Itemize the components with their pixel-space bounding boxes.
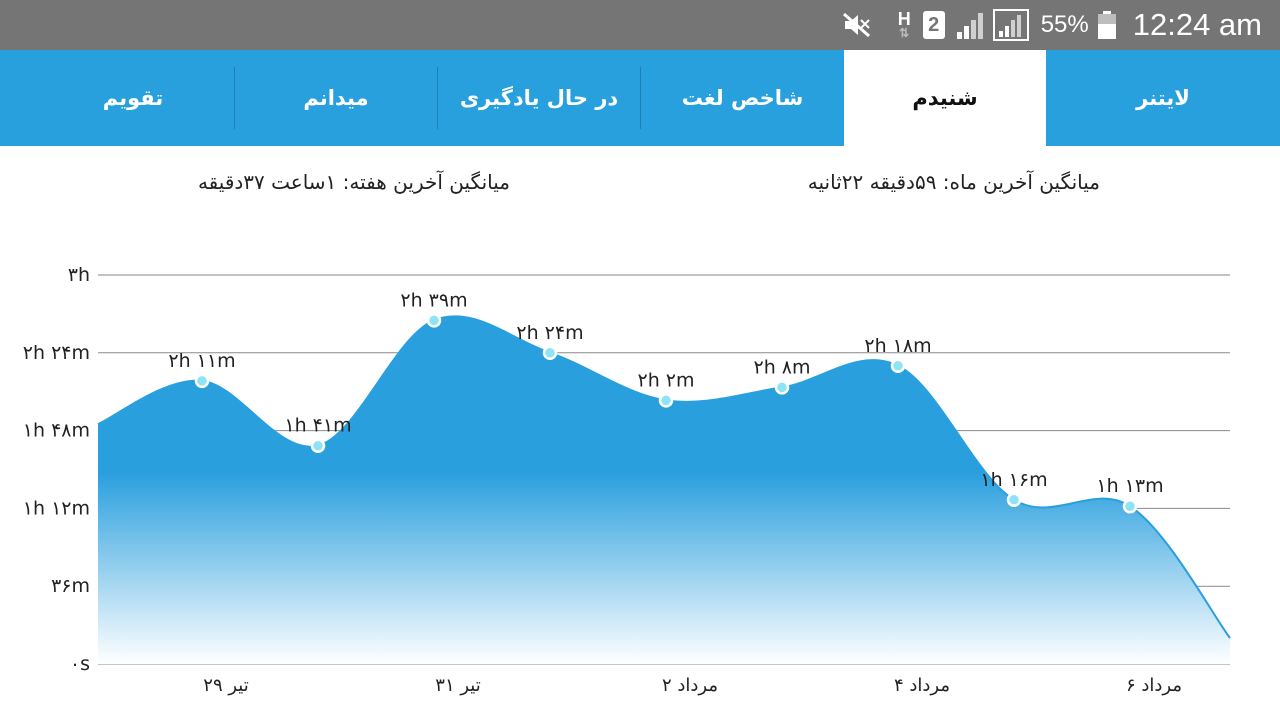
tab-learning[interactable]: در حال یادگیری [438,50,640,146]
data-label: ۱h ۱۳m [1096,475,1163,497]
tab-divider [640,67,641,129]
tab-bar: لایتنر شنیدم شاخص لغت در حال یادگیری مید… [0,50,1280,146]
data-point [1122,498,1138,514]
x-tick-label: ۶ مرداد [1126,675,1182,696]
mute-icon [842,12,872,38]
tab-leitner[interactable]: لایتنر [1046,50,1280,146]
tab-divider [437,67,438,129]
sim-slot-label: 2 [922,11,945,39]
y-tick-label: ۱h ۱۲m [23,497,90,519]
listening-time-chart: ۰s ۳۶m ۱h ۱۲m ۱h ۴۸m ۲h ۲۴m ۳h ۲۹ تیر ۳۱ تیر ۲ … [23,264,1231,696]
y-tick-label: ۰s [70,653,90,675]
data-point [1006,492,1022,508]
y-tick-label: ۱h ۴۸m [23,420,90,442]
data-label: ۲h ۱۸m [864,335,931,357]
area-fill [98,316,1230,664]
data-point [310,438,326,453]
x-tick-label: ۴ مرداد [894,675,950,696]
tab-calendar[interactable]: تقویم [32,50,234,146]
tab-heard[interactable]: شنیدم [844,50,1046,146]
tab-label: میدانم [303,86,369,110]
data-label: ۲h ۳۹m [400,289,467,311]
data-points: ۲h ۱۱m ۱h ۴۱m ۲h ۳۹m ۲h ۲۴m ۲h ۲m ۲h ۸m ۲h ۱۸m… [168,289,1164,514]
x-tick-label: ۲ مرداد [662,675,718,696]
tab-known[interactable]: میدانم [235,50,437,146]
y-axis-labels: ۰s ۳۶m ۱h ۱۲m ۱h ۴۸m ۲h ۲۴m ۳h [23,264,90,675]
data-label: ۲h ۲۴m [516,322,583,344]
x-tick-label: ۲۹ تیر [203,675,248,696]
tab-label: شنیدم [912,86,978,110]
network-type-label: H [897,9,911,29]
data-point [890,358,906,374]
signal-icon [955,10,989,40]
status-bar: H ⇅ 2 55% [0,0,1280,50]
tab-label: در حال یادگیری [459,86,619,110]
data-label: ۱h ۱۶m [980,469,1047,491]
month-average: میانگین آخرین ماه: ۵۹دقیقه ۲۲ثانیه [808,170,1100,194]
y-tick-label: ۳۶m [51,575,90,597]
battery-percent: 55% [1040,11,1089,38]
data-point [194,373,210,389]
sim-2-icon: 2 [922,11,945,39]
tab-divider [234,67,235,129]
status-icons: H ⇅ 2 55% [828,0,1262,50]
month-average-label: میانگین آخرین ماه: [942,170,1100,194]
data-point [774,380,790,395]
week-average-value: ۱ساعت ۳۷دقیقه [197,170,337,194]
data-label: ۲h ۲m [638,369,695,391]
data-label: ۲h ۸m [754,356,811,378]
tab-label: تقویم [102,86,164,110]
data-point [542,345,558,361]
battery-icon [1097,10,1117,40]
tab-label: لایتنر [1136,86,1190,110]
week-average: میانگین آخرین هفته: ۱ساعت ۳۷دقیقه [198,170,510,194]
data-point [658,393,674,408]
week-average-label: میانگین آخرین هفته: [342,170,510,194]
data-point [426,313,442,328]
y-tick-label: ۳h [68,264,90,286]
clock: 12:24 am [1132,7,1262,42]
x-axis-labels: ۲۹ تیر ۳۱ تیر ۲ مرداد ۴ مرداد ۶ مرداد [203,675,1182,696]
tab-label: شاخص لغت [681,86,804,110]
y-tick-label: ۲h ۲۴m [23,342,90,364]
data-label: ۲h ۱۱m [168,350,235,372]
x-tick-label: ۳۱ تیر [435,675,480,696]
tab-word-index[interactable]: شاخص لغت [641,50,844,146]
month-average-value: ۵۹دقیقه ۲۲ثانیه [807,170,937,194]
signal-icon [992,9,1029,41]
data-label: ۱h ۴۱m [284,415,351,437]
network-h-icon: H ⇅ [897,9,911,40]
